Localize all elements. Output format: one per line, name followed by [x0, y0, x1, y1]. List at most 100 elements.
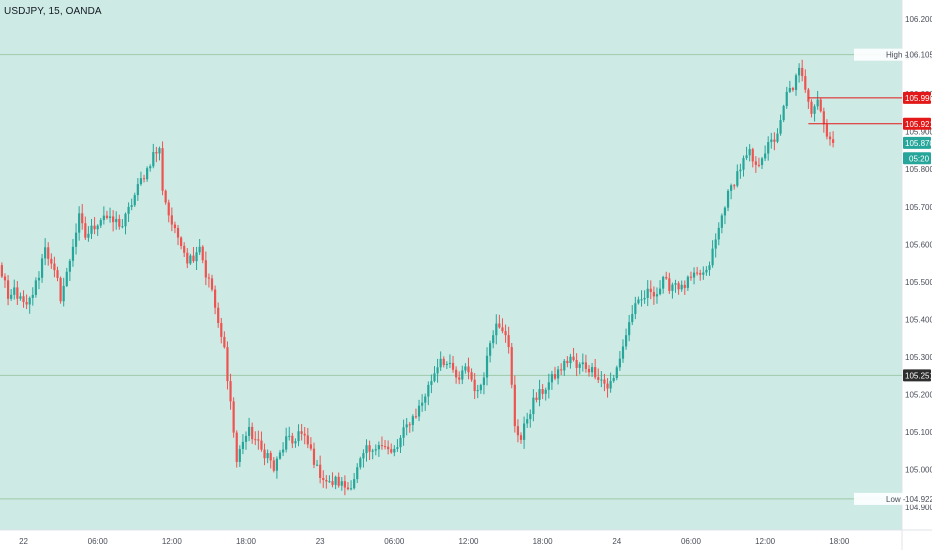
candle [288, 435, 291, 437]
candle [198, 246, 201, 253]
candle [773, 139, 776, 142]
candle [31, 294, 34, 298]
candle [813, 106, 816, 114]
candle [207, 277, 211, 279]
candle [464, 366, 467, 371]
candle [658, 288, 662, 295]
candle [516, 426, 520, 436]
candle [365, 445, 368, 454]
candle [356, 467, 359, 480]
candle [331, 481, 334, 485]
candle [115, 218, 118, 223]
candle [816, 99, 819, 107]
candle [281, 449, 285, 453]
candle [646, 288, 649, 298]
price-tag [903, 152, 931, 165]
candle [164, 190, 167, 203]
candle [470, 372, 473, 380]
candle [609, 380, 612, 389]
candle [550, 374, 554, 383]
candle [776, 133, 779, 142]
candle [78, 213, 81, 233]
candle [319, 464, 322, 479]
candle [93, 225, 96, 230]
candle [655, 294, 659, 297]
candle [186, 252, 189, 264]
candle [538, 389, 541, 400]
candle [801, 67, 804, 77]
candle [362, 453, 365, 459]
candle [204, 260, 207, 278]
candle [510, 347, 513, 385]
candle [674, 283, 677, 285]
candle [10, 294, 13, 299]
candle [427, 384, 430, 397]
candle [791, 88, 795, 90]
y-tick-label: 106.200 [905, 15, 932, 24]
candle [467, 366, 470, 373]
candle [668, 278, 671, 291]
candle [34, 280, 37, 295]
candle [733, 185, 736, 187]
candle [569, 356, 572, 364]
candle [402, 427, 405, 438]
price-tag-value: 105.870 [905, 139, 932, 148]
candle [618, 358, 621, 368]
candle [210, 278, 214, 290]
candle [346, 487, 350, 490]
axis-line-value: 106.105 [905, 51, 932, 60]
candle [705, 269, 708, 273]
plot-background [0, 0, 902, 530]
candle [217, 307, 220, 323]
candle [161, 148, 164, 191]
y-tick-label: 105.300 [905, 353, 932, 362]
candle [590, 367, 594, 373]
candle [421, 402, 424, 406]
candle [581, 362, 584, 365]
candle [717, 227, 720, 240]
x-tick-label: 06:00 [681, 537, 702, 546]
candle [828, 136, 832, 140]
candle [436, 367, 439, 374]
last-price-tag [903, 369, 931, 382]
candle [136, 184, 139, 196]
candle [278, 452, 282, 459]
candle [445, 363, 448, 365]
candle [37, 277, 41, 281]
candle [782, 106, 785, 121]
y-tick-label: 104.900 [905, 503, 932, 512]
candle [71, 246, 75, 261]
symbol-title: USDJPY, 15, OANDA [4, 6, 102, 17]
candle [139, 178, 143, 185]
candle [81, 213, 84, 224]
candle [526, 419, 529, 424]
candle [736, 171, 739, 186]
x-tick-label: 06:00 [88, 537, 109, 546]
candle [485, 355, 489, 378]
candle [572, 356, 575, 361]
candle [142, 178, 146, 180]
candle [353, 479, 356, 489]
candle [275, 458, 278, 471]
candle [621, 346, 625, 359]
candle [294, 441, 297, 444]
y-tick-label: 105.000 [905, 466, 932, 475]
candle [74, 232, 78, 247]
candle [13, 287, 16, 295]
candle [819, 99, 822, 112]
candle [183, 245, 186, 253]
candle [235, 432, 238, 462]
candle [390, 449, 393, 453]
candle [699, 273, 702, 275]
candle [523, 423, 526, 440]
candle [640, 299, 643, 301]
candle [498, 323, 501, 328]
candle [102, 215, 105, 221]
axis-label-bg [854, 492, 932, 505]
candle [226, 347, 229, 382]
y-tick-label: 105.600 [905, 240, 932, 249]
candle [121, 226, 124, 228]
candle [405, 424, 408, 428]
